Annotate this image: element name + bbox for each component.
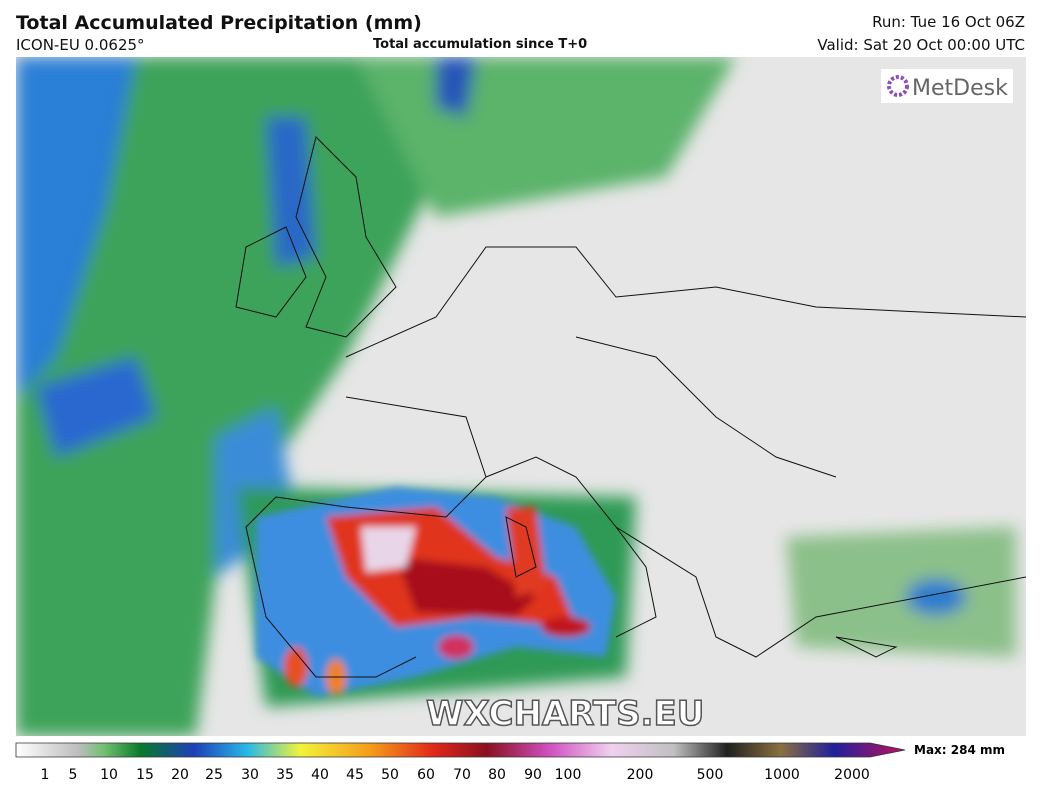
colorbar-tick-label: 100 (555, 767, 582, 783)
colorbar-tick-label: 30 (241, 767, 259, 783)
logo: MetDesk (912, 76, 1008, 101)
colorbar-tick-label: 15 (136, 767, 154, 783)
colorbar-tick-label: 35 (276, 767, 294, 783)
colorbar-tick-label: 10 (100, 767, 118, 783)
colorbar-tick-label: 45 (346, 767, 364, 783)
colorbar-tick-label: 25 (205, 767, 223, 783)
max-label: Max: 284 mm (914, 743, 1005, 757)
run-time: Run: Tue 16 Oct 06Z (872, 13, 1025, 31)
colorbar-tick-label: 20 (171, 767, 189, 783)
colorbar-tick-label: 60 (417, 767, 435, 783)
colorbar-tick-label: 40 (311, 767, 329, 783)
colorbar-tick-label: 1000 (764, 767, 800, 783)
colorbar-ticks: 1 5 10 15 20 25 30 35 40 45 50 60 70 80 90 100 200 500 100… (41, 767, 870, 783)
colorbar-tick-label: 500 (697, 767, 724, 783)
colorbar-tick-label: 2000 (834, 767, 870, 783)
colorbar-tick-label: 70 (453, 767, 471, 783)
colorbar-tick-label: 5 (69, 767, 78, 783)
logo-icon (887, 75, 909, 97)
subtitle: Total accumulation since T+0 (373, 37, 588, 52)
colorbar: Max: 284 mm 1 5 10 15 20 25 30 35 40 45 50 60 70 80 90… (15, 742, 1005, 783)
colorbar-tick-label: 80 (488, 767, 506, 783)
colorbar-tick-label: 200 (627, 767, 654, 783)
valid-time: Valid: Sat 20 Oct 00:00 UTC (817, 36, 1025, 54)
title: Total Accumulated Precipitation (mm) (16, 12, 422, 34)
map: WXCHARTS.EU MetDesk (16, 57, 1026, 736)
colorbar-tick-label: 90 (524, 767, 542, 783)
colorbar-tick-label: 1 (41, 767, 50, 783)
logo-box (881, 69, 1013, 103)
model: ICON-EU 0.0625° (16, 36, 145, 54)
colorbar-scale (15, 742, 906, 758)
colorbar-tick-label: 50 (381, 767, 399, 783)
watermark: WXCHARTS.EU (426, 694, 704, 734)
